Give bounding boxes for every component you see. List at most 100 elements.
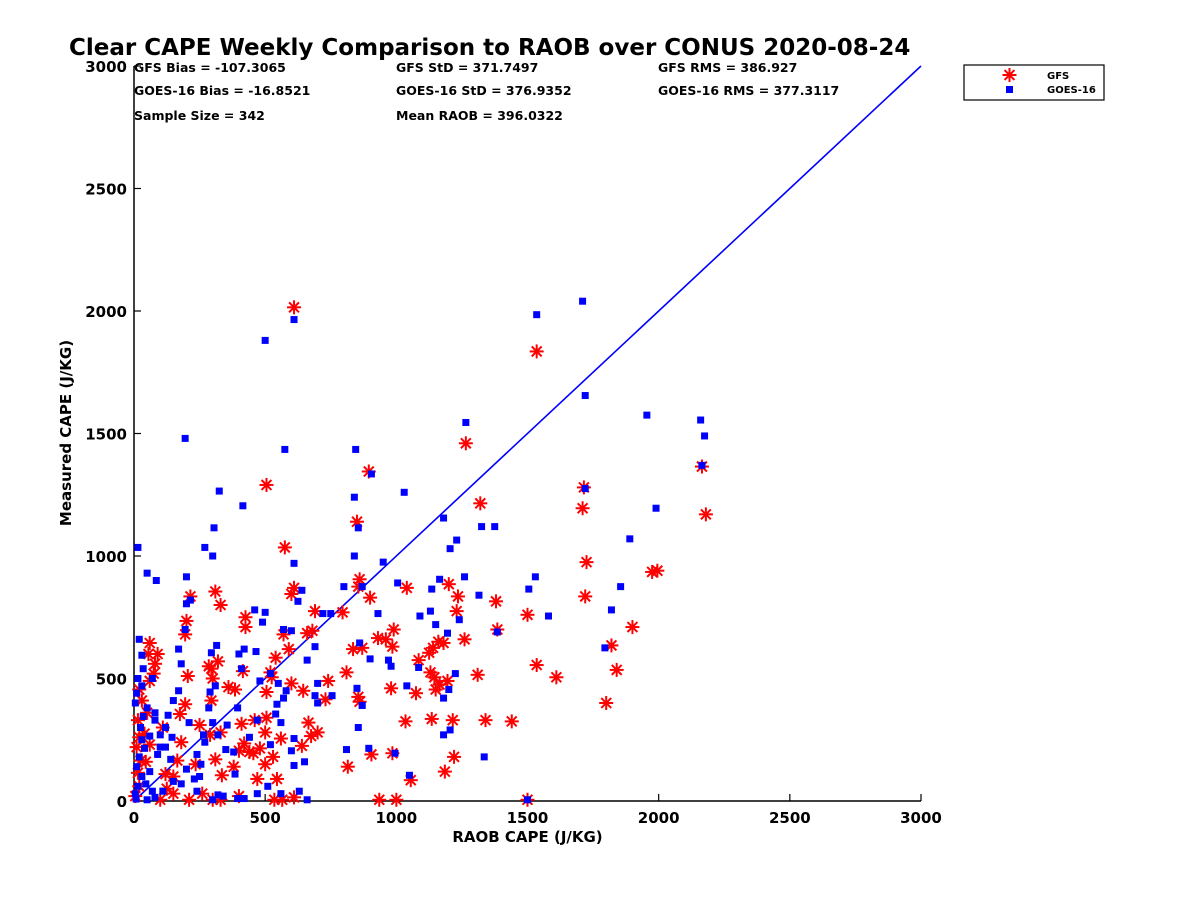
goes16-point	[266, 741, 274, 749]
gfs-point	[208, 584, 223, 599]
legend-gfs-label: GFS	[1047, 71, 1069, 82]
goes16-point	[301, 758, 309, 766]
gfs-point	[432, 677, 447, 692]
x-ticks: 0 500 1000 1500 2000 2500 3000	[129, 794, 942, 827]
goes16-point	[358, 583, 366, 591]
gfs-point	[386, 622, 401, 637]
goes16-point	[461, 573, 469, 581]
goes16-point	[207, 649, 215, 657]
legend-gfs-marker	[1002, 68, 1017, 82]
goes16-point	[340, 583, 348, 591]
gfs-point	[158, 767, 173, 782]
goes16-point	[214, 731, 222, 739]
goes16-point	[581, 485, 589, 493]
goes16-point	[272, 710, 280, 718]
gfs-point	[549, 670, 564, 685]
gfs-point	[445, 713, 460, 728]
goes16-point	[405, 771, 413, 779]
goes16-point	[168, 733, 176, 741]
gfs-point	[142, 635, 157, 650]
goes16-point	[295, 787, 303, 795]
legend-goes16-label: GOES-16	[1047, 85, 1096, 96]
x-tick-label: 2000	[638, 809, 680, 827]
goes16-point	[426, 607, 434, 615]
x-tick-label: 0	[129, 809, 139, 827]
goes16-point	[440, 731, 448, 739]
goes16-point	[201, 543, 209, 551]
gfs-point	[268, 650, 283, 665]
goes16-point	[440, 514, 448, 522]
gfs-point	[370, 631, 385, 646]
gfs-point	[269, 771, 284, 786]
goes16-point	[314, 679, 322, 687]
goes16-point	[240, 645, 248, 653]
goes16-point	[353, 684, 361, 692]
chart-title: Clear CAPE Weekly Comparison to RAOB ove…	[69, 35, 910, 61]
goes16-point	[356, 639, 364, 647]
goes16-point	[290, 761, 298, 769]
goes16-point	[374, 610, 382, 618]
gfs-point	[650, 563, 665, 578]
gfs-point	[340, 759, 355, 774]
goes16-point	[384, 656, 392, 664]
gfs-point	[300, 626, 315, 641]
goes16-point	[253, 716, 261, 724]
goes16-point	[234, 795, 242, 803]
goes16-point	[235, 650, 243, 658]
goes16-point	[451, 670, 459, 678]
stat-1-0: GOES-16 Bias = -16.8521	[134, 83, 310, 98]
goes16-point	[533, 311, 541, 319]
gfs-point	[579, 555, 594, 570]
goes16-point	[367, 470, 375, 478]
gfs-point	[287, 300, 302, 315]
goes16-point	[698, 461, 706, 469]
gfs-point	[178, 697, 193, 712]
goes16-point	[211, 682, 219, 690]
gfs-point	[259, 710, 274, 725]
goes16-point	[607, 606, 615, 614]
goes16-point	[209, 552, 217, 560]
goes16-point	[132, 795, 140, 803]
goes16-point	[138, 773, 146, 780]
goes16-point	[277, 719, 285, 727]
stat-2-1: Mean RAOB = 396.0322	[396, 108, 563, 123]
gfs-point	[489, 594, 504, 609]
gfs-point	[450, 589, 465, 604]
goes16-point	[266, 670, 274, 678]
gfs-point	[473, 496, 488, 511]
y-tick-label: 1500	[85, 426, 127, 444]
goes16-point	[143, 569, 151, 577]
gfs-point	[447, 749, 462, 764]
goes16-point	[697, 416, 705, 424]
goes16-point	[193, 787, 201, 795]
goes16-point	[143, 796, 151, 804]
gfs-point	[478, 713, 493, 728]
gfs-point	[470, 667, 485, 682]
gfs-point	[422, 645, 437, 660]
goes16-point	[181, 626, 189, 633]
goes16-point	[201, 738, 209, 746]
goes16-point	[403, 682, 411, 690]
gfs-point	[221, 680, 236, 695]
goes16-point	[148, 787, 156, 795]
goes16-point	[617, 583, 625, 591]
goes16-point	[453, 536, 461, 544]
y-tick-label: 500	[96, 671, 127, 689]
goes16-point	[365, 744, 373, 752]
gfs-point	[389, 792, 404, 807]
goes16-point	[436, 575, 444, 583]
goes16-point	[131, 790, 139, 798]
gfs-point	[242, 745, 257, 759]
goes16-point	[245, 733, 253, 741]
goes16-point	[358, 701, 366, 709]
gfs-point	[457, 632, 472, 647]
goes16-point	[148, 675, 156, 682]
gfs-point	[529, 658, 544, 673]
gfs-point	[234, 716, 249, 731]
goes16-point	[151, 716, 159, 724]
goes16-point	[652, 504, 660, 512]
goes16-point	[480, 753, 488, 761]
one-to-one-reference-line	[133, 65, 922, 802]
goes16-point	[251, 606, 259, 614]
